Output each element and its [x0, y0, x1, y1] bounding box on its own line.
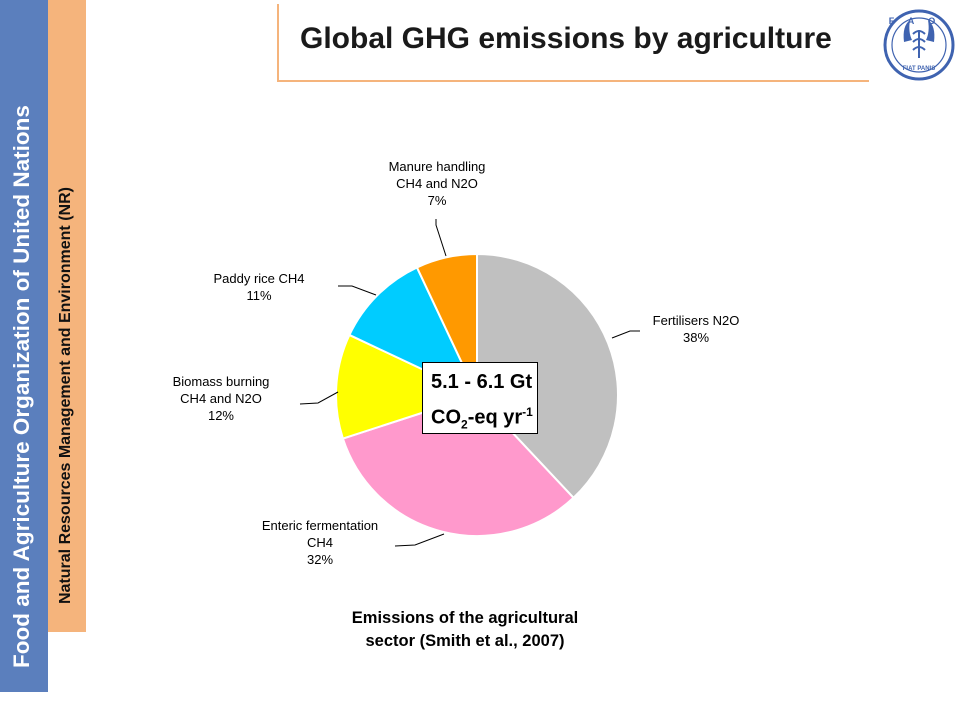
slice-label-paddy-rice: Paddy rice CH4 11% [213, 270, 304, 304]
header-divider-horizontal [279, 80, 869, 82]
fao-logo-motto: FIAT PANIS [902, 66, 936, 72]
slice-label-line: 7% [427, 193, 447, 208]
leader-line-biomass-burning [299, 391, 339, 405]
fao-logo-letters: FAO [888, 16, 950, 26]
slice-label-line: Enteric fermentation [261, 518, 379, 533]
slice-label-line: CH4 and N2O [180, 391, 262, 406]
slice-label-line: 12% [207, 408, 235, 423]
pie-slice-fertilisers [476, 252, 619, 500]
total-emissions-box: 5.1 - 6.1 Gt CO2-eq yr-1 [422, 362, 538, 434]
slice-label-line: 32% [306, 552, 334, 567]
total-emissions-range: 5.1 - 6.1 Gt [431, 371, 533, 393]
slice-label-line: CH4 [306, 535, 333, 550]
slice-label-fertilisers: Fertilisers N2O 38% [653, 312, 740, 346]
slice-label-line: Paddy rice CH4 [213, 271, 305, 286]
slice-label-line: CH4 and N2O [396, 176, 478, 191]
sidebar-blue-band [0, 0, 48, 692]
pie-slice-enteric-fermentation [341, 393, 575, 537]
leader-line-paddy-rice [338, 285, 377, 296]
leader-line-fertilisers [611, 330, 640, 339]
slice-label-line: Manure handling [388, 159, 486, 174]
slice-label-enteric-fermentation: Enteric fermentation CH4 32% [262, 517, 378, 568]
header-divider-vertical [277, 4, 279, 82]
slice-label-line: 38% [682, 330, 710, 345]
chart-caption-line-2: sector (Smith et al., 2007) [365, 632, 565, 650]
leader-line-manure-handling [435, 219, 447, 257]
slice-label-line: Biomass burning [172, 374, 270, 389]
page-title: Global GHG emissions by agriculture [300, 22, 832, 55]
slice-label-line: Fertilisers N2O [652, 313, 740, 328]
fao-logo-text: FAO FIAT PANIS [880, 6, 958, 84]
slice-label-biomass-burning: Biomass burning CH4 and N2O 12% [173, 373, 270, 424]
pie-slice-manure-handling [415, 252, 478, 396]
sidebar-orange-band [48, 0, 86, 632]
fao-logo-icon [883, 9, 955, 81]
slice-label-manure-handling: Manure handling CH4 and N2O 7% [389, 158, 486, 209]
chart-caption-line-1: Emissions of the agricultural [351, 609, 579, 627]
leader-line-enteric-fermentation [394, 533, 445, 547]
total-emissions-unit: CO2-eq yr-1 [431, 405, 533, 432]
pie-slice-biomass-burning [335, 333, 480, 440]
chart-caption: Emissions of the agricultural sector (Sm… [352, 607, 578, 653]
slice-label-line: 11% [246, 288, 272, 303]
